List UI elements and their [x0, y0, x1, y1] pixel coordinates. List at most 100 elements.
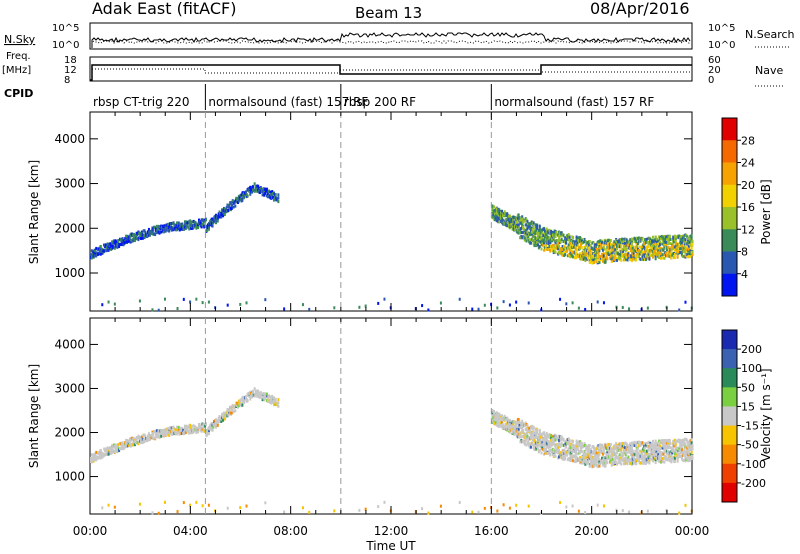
velocity-echo — [531, 432, 534, 436]
power-echo — [659, 240, 662, 244]
power-echo — [587, 246, 590, 250]
power-echo — [594, 245, 597, 249]
velocity-echo — [691, 443, 694, 447]
colorbar-tick-label: 20 — [741, 179, 755, 192]
nsky-tick-top: 10^5 — [52, 23, 79, 34]
power-echo — [308, 307, 311, 311]
velocity-echo — [508, 420, 511, 424]
velocity-echo — [98, 453, 101, 457]
velocity-echo — [521, 435, 524, 439]
power-echo — [659, 252, 662, 256]
power-echo — [421, 304, 424, 308]
power-echo — [277, 196, 280, 200]
velocity-echo — [604, 464, 607, 468]
power-echo — [577, 244, 580, 248]
velocity-echo — [621, 509, 624, 513]
velocity-echo — [592, 460, 595, 464]
power-echo — [669, 242, 672, 246]
velocity-echo — [614, 452, 617, 456]
velocity-echo — [134, 440, 137, 444]
velocity-echo — [234, 409, 237, 413]
velocity-echo — [673, 460, 676, 464]
velocity-echo — [202, 423, 205, 427]
velocity-echo — [614, 447, 617, 451]
velocity-echo — [243, 400, 246, 404]
velocity-echo — [230, 411, 233, 415]
velocity-echo — [645, 449, 648, 453]
velocity-echo — [253, 387, 256, 391]
velocity-echo — [148, 437, 151, 441]
velocity-echo — [227, 413, 230, 417]
velocity-echo — [127, 443, 130, 447]
colorbar-swatch — [722, 118, 737, 141]
velocity-echo — [597, 446, 600, 450]
velocity-echo — [512, 423, 515, 427]
power-echo — [602, 246, 605, 250]
power-echo — [614, 254, 617, 258]
velocity-echo — [625, 459, 628, 463]
colorbar-swatch — [722, 207, 737, 230]
velocity-echo — [525, 443, 528, 447]
power-echo — [240, 193, 243, 197]
velocity-echo — [557, 451, 560, 455]
power-echo — [677, 251, 680, 255]
velocity-echo — [570, 456, 573, 460]
velocity-echo — [680, 450, 683, 454]
power-echo — [526, 221, 529, 225]
power-echo — [109, 242, 112, 246]
power-echo — [641, 247, 644, 251]
power-echo — [604, 260, 607, 264]
power-echo — [676, 246, 679, 250]
power-echo — [521, 215, 524, 219]
power-echo — [686, 235, 689, 239]
velocity-echo — [628, 458, 631, 462]
power-echo — [592, 258, 595, 262]
power-echo — [98, 251, 101, 255]
velocity-echo — [120, 447, 123, 451]
power-echo — [568, 237, 571, 241]
power-echo — [637, 242, 640, 246]
power-echo — [673, 240, 676, 244]
velocity-echo — [167, 427, 170, 431]
power-echo — [129, 234, 132, 238]
power-echo — [620, 258, 623, 262]
power-echo — [508, 216, 511, 220]
velocity-echo — [230, 408, 233, 412]
power-echo — [559, 234, 562, 238]
velocity-echo — [530, 434, 533, 438]
x-axis-title: Time UT — [365, 539, 416, 553]
velocity-echo — [647, 448, 650, 452]
power-echo — [616, 251, 619, 255]
velocity-echo — [272, 400, 275, 404]
power-echo — [207, 300, 210, 304]
velocity-echo — [154, 436, 157, 440]
velocity-echo — [615, 454, 618, 458]
power-echo — [615, 256, 618, 260]
power-echo — [623, 243, 626, 247]
power-echo — [602, 254, 605, 258]
velocity-echo — [192, 430, 195, 434]
power-echo — [518, 219, 521, 223]
velocity-echo — [538, 448, 541, 452]
velocity-echo — [643, 444, 646, 448]
velocity-echo — [138, 502, 141, 506]
velocity-echo — [606, 451, 609, 455]
velocity-echo — [654, 461, 657, 465]
power-echo — [680, 234, 683, 238]
velocity-echo — [668, 439, 671, 443]
x-tick-label: 12:00 — [374, 524, 409, 538]
colorbar-swatch — [722, 444, 737, 465]
velocity-echo — [269, 395, 272, 399]
power-echo — [135, 234, 138, 238]
power-echo — [568, 240, 571, 244]
velocity-echo — [228, 409, 231, 413]
power-echo — [272, 191, 275, 195]
power-echo — [522, 225, 525, 229]
velocity-echo — [263, 398, 266, 402]
velocity-echo — [495, 411, 498, 415]
power-echo — [508, 303, 511, 307]
velocity-echo — [494, 420, 497, 424]
power-echo — [111, 246, 114, 250]
power-echo — [534, 236, 537, 240]
power-echo — [110, 244, 113, 248]
